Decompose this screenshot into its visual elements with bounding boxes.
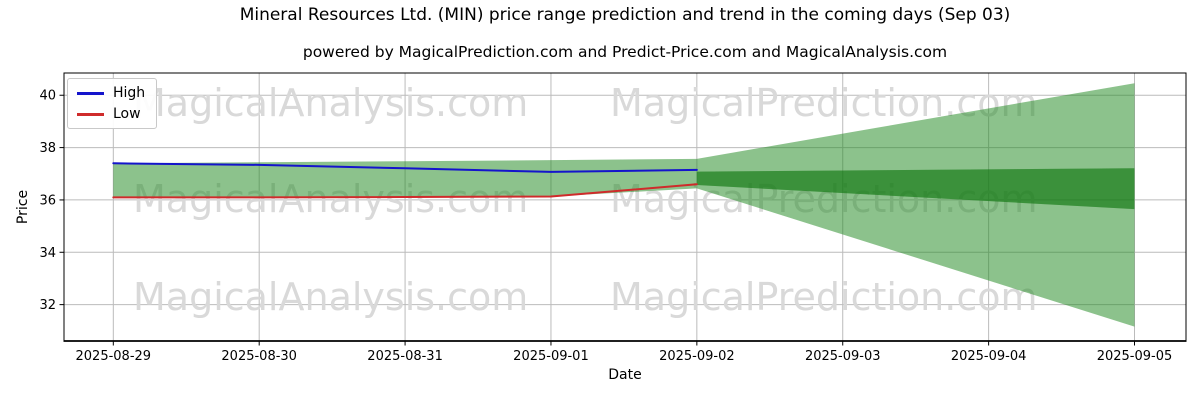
legend-label-low: Low [113, 106, 141, 122]
x-tick-label-7: 2025-09-05 [1097, 349, 1173, 364]
x-tick-label-2: 2025-08-31 [367, 349, 443, 364]
legend-item-high: High [77, 86, 145, 100]
x-tick-label-6: 2025-09-04 [951, 349, 1027, 364]
low-line-swatch [77, 112, 104, 116]
x-tick-label-0: 2025-08-29 [76, 349, 152, 364]
x-tick-label-5: 2025-09-03 [805, 349, 881, 364]
y-tick-label-1: 34 [39, 246, 56, 261]
x-tick-label-1: 2025-08-30 [221, 349, 297, 364]
band-low-fan [696, 168, 1135, 327]
y-tick-label-2: 36 [39, 193, 56, 208]
series-line-low [112, 183, 698, 199]
x-axis-label: Date [608, 367, 642, 383]
watermark-text-4: MagicalAnalysis.com [133, 275, 528, 319]
legend: High Low [67, 78, 158, 129]
series-line-high [112, 162, 698, 173]
x-tick-label-4: 2025-09-02 [659, 349, 735, 364]
watermark-text-5: MagicalPrediction.com [610, 275, 1038, 319]
high-line-swatch [77, 91, 104, 95]
y-axis-label: Price [15, 189, 31, 225]
band-overlap-emphasis [696, 168, 1135, 210]
band-history-range [113, 158, 697, 198]
watermark-text-0: MagicalAnalysis.com [133, 81, 528, 125]
y-tick-label-4: 40 [39, 89, 56, 104]
y-tick-label-0: 32 [39, 298, 56, 313]
chart-subtitle: powered by MagicalPrediction.com and Pre… [302, 43, 948, 61]
y-tick-label-3: 38 [39, 141, 56, 156]
legend-label-high: High [113, 85, 146, 101]
x-tick-label-3: 2025-09-01 [513, 349, 589, 364]
chart-title: Mineral Resources Ltd. (MIN) price range… [239, 5, 1011, 25]
legend-item-low: Low [77, 107, 145, 121]
